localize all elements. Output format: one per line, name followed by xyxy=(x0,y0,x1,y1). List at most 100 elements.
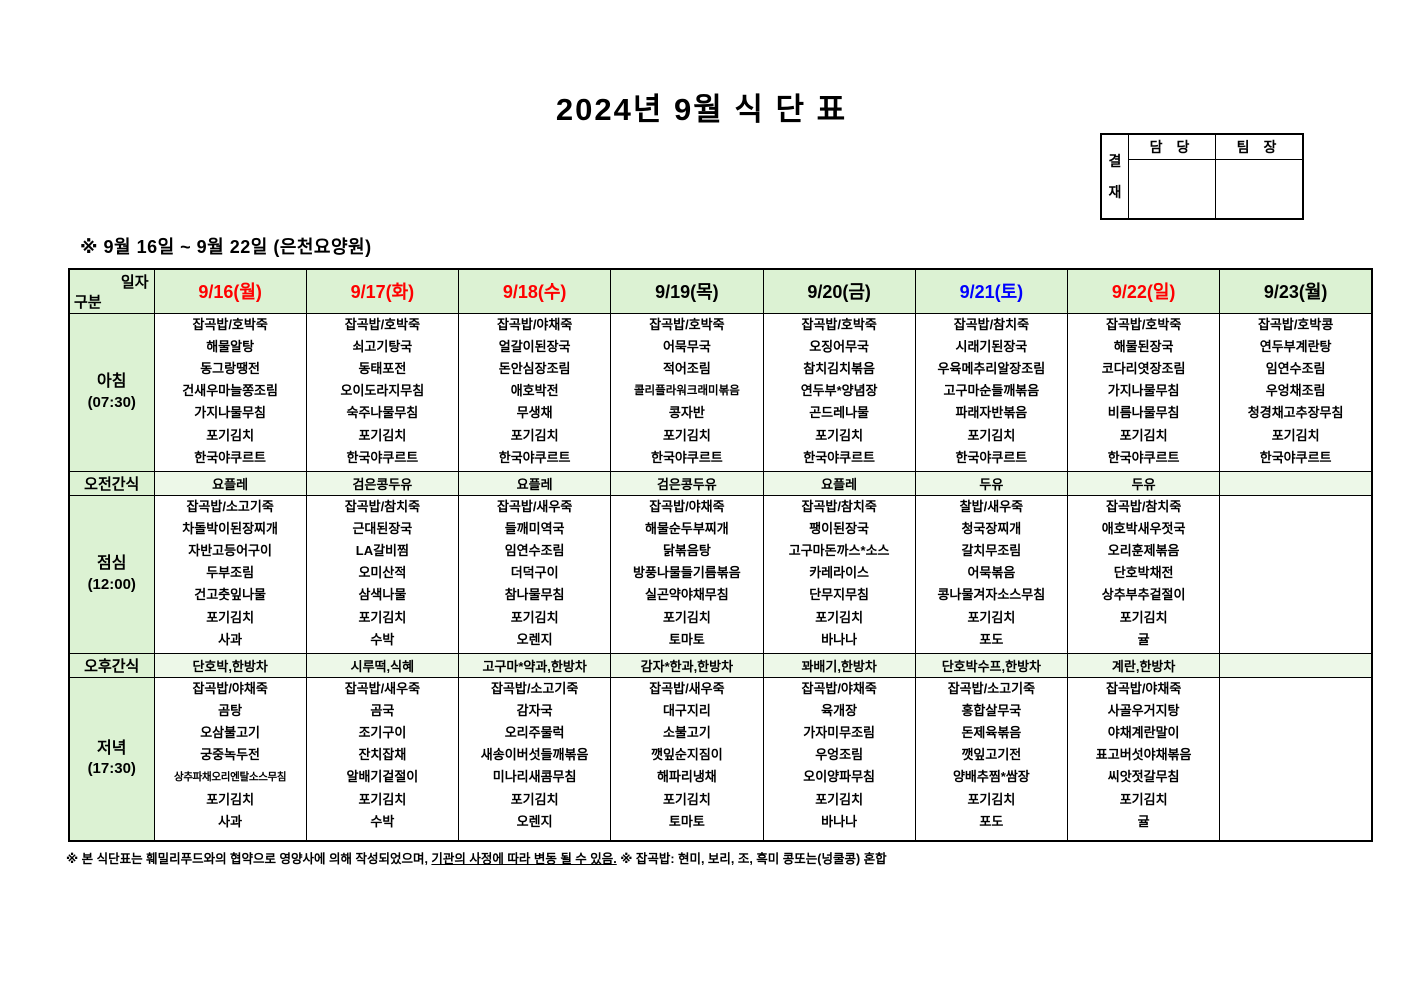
menu-item: 잡곡밥/호박죽 xyxy=(192,316,268,332)
corner-cell: 일자 구분 xyxy=(68,268,155,314)
menu-item: 콩자반 xyxy=(668,405,705,421)
menu-item: 잡곡밥/야채죽 xyxy=(496,316,573,332)
menu-item: 깻잎순지짐이 xyxy=(650,747,723,763)
menu-item: 비름나물무침 xyxy=(1107,405,1180,421)
menu-item: 한국야쿠르트 xyxy=(803,449,875,465)
row-label-text: 점심 xyxy=(97,554,127,572)
menu-item: 코다리엿장조림 xyxy=(1101,360,1186,376)
menu-item: 가자미무조림 xyxy=(803,724,875,740)
menu-item: 오삼불고기 xyxy=(200,724,261,740)
menu-item: 곰탕 xyxy=(218,702,243,718)
menu-item: 오리주물럭 xyxy=(504,724,565,740)
menu-item: LA갈비찜 xyxy=(355,542,409,558)
footnote-underlined: 기관의 사정에 따라 변동 될 수 있음. xyxy=(431,852,617,866)
menu-cell-4-6: 잡곡밥/야채죽 사골우거지탕 야채계란말이 표고버섯야채볶음 씨앗젓갈무침 포기김치 귤 xyxy=(1066,676,1221,842)
date-header-1: 9/17(화) xyxy=(305,268,460,314)
menu-item: 포기김치 xyxy=(358,791,407,807)
menu-item: 차돌박이된장찌개 xyxy=(182,520,278,536)
date-header-0: 9/16(월) xyxy=(153,268,307,314)
menu-item: 자반고등어구이 xyxy=(188,542,272,558)
menu-item: 조기구이 xyxy=(358,724,407,740)
approval-stamp-label: 결재 xyxy=(1108,152,1122,200)
menu-item: 오리훈제볶음 xyxy=(1107,542,1180,558)
menu-item: 임연수조림 xyxy=(504,542,565,558)
row-오전간식: 오전간식 요플레 검은콩두유 요플레 검은콩두유 요플레 두유 두유 xyxy=(68,470,1373,496)
menu-item: 감자국 xyxy=(516,702,553,718)
menu-item: 육개장 xyxy=(821,702,858,718)
snack-cell-1-1: 검은콩두유 xyxy=(305,470,460,496)
menu-cell-4-2: 잡곡밥/소고기죽 감자국 오리주물럭 새송이버섯들깨볶음 미나리새콤무침 포기김치 오렌지 xyxy=(457,676,612,842)
menu-item: 잡곡밥/참치죽 xyxy=(1105,498,1182,514)
menu-item: 한국야쿠르트 xyxy=(346,449,419,465)
row-점심: 점심 (12:00) 잡곡밥/소고기죽 차돌박이된장찌개 자반고등어구이 두부조림 건고춧잎… xyxy=(68,494,1373,654)
menu-item: 잡곡밥/호박죽 xyxy=(801,316,877,332)
row-label-오후간식: 오후간식 xyxy=(68,652,155,678)
menu-item: 잡곡밥/참치죽 xyxy=(344,498,421,514)
menu-item: 애호박새우젓국 xyxy=(1101,520,1186,536)
approval-signature-cell-1 xyxy=(1129,160,1216,218)
approval-columns: 담 당 팀 장 xyxy=(1129,135,1302,218)
menu-item: 방풍나물들기름볶음 xyxy=(633,565,741,581)
approval-header-row: 담 당 팀 장 xyxy=(1129,135,1302,160)
menu-item: 실곤약야채무침 xyxy=(645,587,729,603)
menu-cell-0-0: 잡곡밥/호박죽 해물알탕 동그랑땡전 건새우마늘쫑조림 가지나물무침 포기김치 한국야쿠르트 xyxy=(153,312,307,472)
menu-item: 궁중녹두전 xyxy=(200,747,261,763)
page-title: 2024년 9월 식 단 표 xyxy=(555,92,848,127)
menu-item: 우엉채조림 xyxy=(1265,383,1326,399)
snack-cell-1-2: 요플레 xyxy=(457,470,612,496)
menu-item: 애호박전 xyxy=(510,383,559,399)
menu-cell-2-7 xyxy=(1219,494,1373,654)
menu-item: 해물된장국 xyxy=(1113,338,1174,354)
snack-cell-3-6: 계란,한방차 xyxy=(1066,652,1221,678)
snack-cell-3-7 xyxy=(1219,652,1373,678)
menu-item: 씨앗젓갈무침 xyxy=(1107,769,1180,785)
row-label-text: 오전간식 xyxy=(84,475,140,493)
menu-item: 두부조림 xyxy=(206,565,255,581)
menu-item: 건고춧잎나물 xyxy=(194,587,266,603)
menu-cell-0-6: 잡곡밥/호박죽 해물된장국 코다리엿장조림 가지나물무침 비름나물무침 포기김치 한국야쿠르… xyxy=(1066,312,1221,472)
row-label-time: (17:30) xyxy=(87,760,136,778)
snack-cell-1-3: 검은콩두유 xyxy=(610,470,764,496)
row-label-오전간식: 오전간식 xyxy=(68,470,155,496)
menu-item: 알배기겉절이 xyxy=(346,769,419,785)
menu-item: 참나물무침 xyxy=(504,587,565,603)
menu-item: 가지나물무침 xyxy=(194,405,266,421)
menu-item: 포도 xyxy=(979,631,1004,647)
menu-item: 돈제육볶음 xyxy=(961,724,1022,740)
menu-item: 포기김치 xyxy=(815,609,864,625)
menu-item: 상추부추겉절이 xyxy=(1101,587,1186,603)
menu-item: 포기김치 xyxy=(815,427,864,443)
menu-item: 포기김치 xyxy=(815,791,864,807)
menu-cell-4-5: 잡곡밥/소고기죽 홍합살무국 돈제육볶음 깻잎고기전 양배추찜*쌈장 포기김치 포도 xyxy=(914,676,1069,842)
footnote-part2: ※ 잡곡밥: 현미, 보리, 조, 흑미 콩또는(넝쿨콩) 혼합 xyxy=(616,852,887,866)
menu-item: 포기김치 xyxy=(662,791,711,807)
menu-item: 우육메추리알장조림 xyxy=(937,360,1046,376)
menu-item: 포기김치 xyxy=(1119,791,1168,807)
menu-item: 잡곡밥/호박죽 xyxy=(344,316,421,332)
menu-cell-2-6: 잡곡밥/참치죽 애호박새우젓국 오리훈제볶음 단호박채전 상추부추겉절이 포기김치 귤 xyxy=(1066,494,1221,654)
menu-cell-2-4: 잡곡밥/참치죽 팽이된장국 고구마돈까스*소스 카레라이스 단무지무침 포기김치 바나나 xyxy=(762,494,916,654)
menu-item: 근대된장국 xyxy=(352,520,413,536)
row-오후간식: 오후간식 단호박,한방차 시루떡,식혜 고구마*약과,한방차 감자*한과,한방차 꽈배기,… xyxy=(68,652,1373,678)
menu-item: 잡곡밥/소고기죽 xyxy=(490,680,579,696)
menu-item: 카레라이스 xyxy=(809,565,870,581)
menu-cell-0-5: 잡곡밥/참치죽 시래기된장국 우육메추리알장조림 고구마순들깨볶음 파래자반볶음 포기김치… xyxy=(914,312,1069,472)
menu-item: 오이도라지무침 xyxy=(340,383,425,399)
menu-cell-4-7 xyxy=(1219,676,1373,842)
menu-item: 해물순두부찌개 xyxy=(645,520,729,536)
snack-cell-1-4: 요플레 xyxy=(762,470,916,496)
approval-col-timjang: 팀 장 xyxy=(1236,139,1282,155)
menu-item: 적어조림 xyxy=(662,360,711,376)
menu-item: 잡곡밥/호박죽 xyxy=(649,316,725,332)
menu-item: 들깨미역국 xyxy=(504,520,565,536)
menu-item: 포기김치 xyxy=(206,609,255,625)
menu-item: 소불고기 xyxy=(662,724,711,740)
snack-cell-1-5: 두유 xyxy=(914,470,1069,496)
menu-item: 바나나 xyxy=(821,631,858,647)
menu-item: 토마토 xyxy=(668,813,705,829)
menu-cell-0-7: 잡곡밥/호박콩 연두부계란탕 임연수조림 우엉채조림 청경채고추장무침 포기김치 한국야쿠르… xyxy=(1219,312,1373,472)
row-label-text: 아침 xyxy=(97,372,127,390)
date-header-6: 9/22(일) xyxy=(1066,268,1221,314)
date-header-3: 9/19(목) xyxy=(610,268,764,314)
